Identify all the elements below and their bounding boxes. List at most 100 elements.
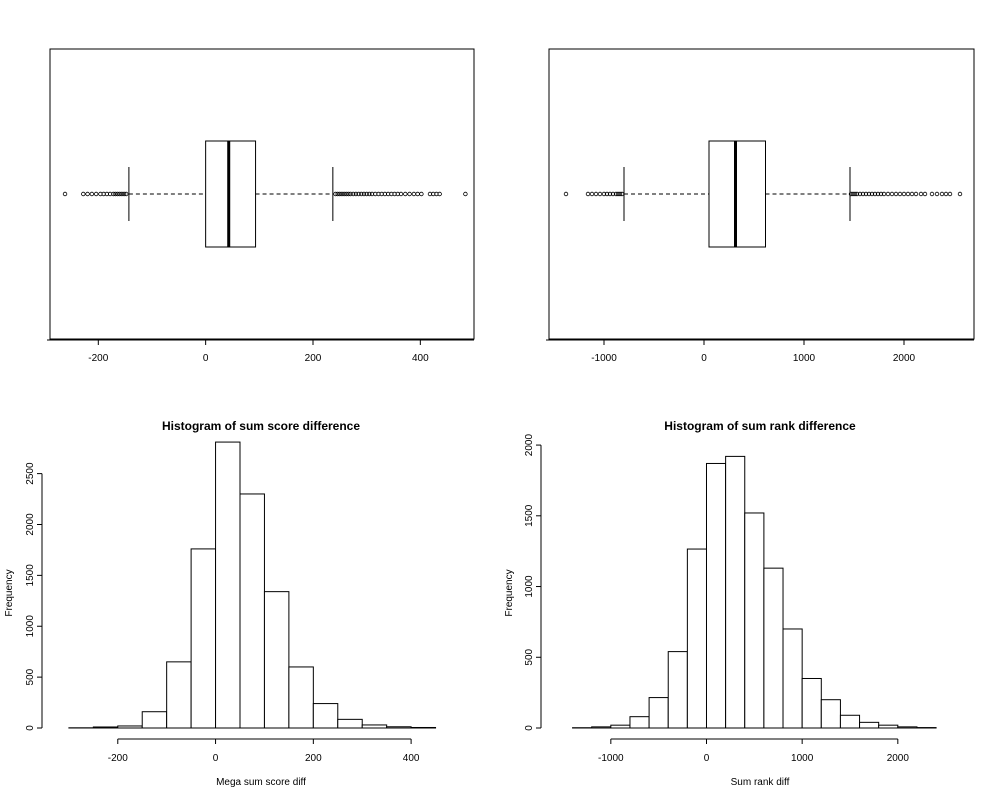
rank-outlier-point — [878, 191, 884, 197]
rank-outlier-point — [863, 191, 869, 197]
score-outlier-point — [463, 191, 468, 197]
rank-outlier-point — [885, 191, 891, 197]
rank-x-tick-label: 0 — [701, 353, 707, 364]
rank-outlier-point — [943, 191, 949, 197]
rank-hist-bar — [686, 548, 707, 729]
score-outlier-point — [364, 191, 369, 197]
score-outlier-point — [437, 191, 442, 197]
rank-hist-bar — [878, 724, 899, 729]
rank-y-tick-label: 0 — [524, 725, 535, 731]
rank-hist-bar — [610, 724, 631, 729]
rank-hist-bar — [859, 721, 880, 729]
score-outlier-point — [407, 191, 412, 197]
rank-outlier-point — [918, 191, 924, 197]
score-hist-bar — [386, 726, 412, 729]
rank-outlier-point — [866, 191, 872, 197]
rank-outlier-point — [850, 191, 856, 197]
rank-outlier-point — [872, 191, 878, 197]
score-x-tick-label: -200 — [88, 353, 108, 364]
rank-x-tick-label: 1000 — [791, 753, 814, 764]
score-outlier-point — [341, 191, 347, 197]
rank-hist-bar — [782, 628, 803, 729]
rank-hist-bar — [820, 699, 841, 729]
rank-outlier-point — [939, 191, 945, 197]
histogram-rank-ylabel: Frequency — [504, 569, 515, 616]
histogram-score-ylabel: Frequency — [4, 569, 15, 616]
rank-hist-bar — [648, 697, 669, 729]
rank-outlier-point — [881, 191, 887, 197]
score-outlier-point — [348, 191, 353, 197]
score-x-tick-label: -200 — [108, 753, 128, 764]
rank-hist-bar — [897, 726, 918, 729]
histogram-rank-xlabel: Sum rank diff — [731, 777, 790, 788]
rank-outlier-point — [889, 191, 895, 197]
score-outlier-point — [124, 191, 129, 197]
histogram-score-xlabel: Mega sum score diff — [216, 777, 306, 788]
score-hist-bar — [215, 441, 241, 729]
score-y-tick-label: 0 — [25, 725, 36, 731]
rank-x-tick-label: 2000 — [887, 753, 910, 764]
score-hist-bar — [410, 726, 437, 729]
rank-outlier-point — [929, 191, 935, 197]
rank-outlier-point — [593, 191, 599, 197]
rank-hist-bar — [763, 567, 784, 729]
score-hist-bar — [92, 726, 119, 729]
score-outlier-point — [398, 191, 404, 197]
score-x-tick-label: 0 — [203, 353, 209, 364]
rank-outlier-point — [860, 191, 866, 197]
rank-y-tick-label: 2000 — [524, 434, 535, 457]
score-hist-bar — [263, 591, 290, 729]
rank-outlier-point — [601, 191, 607, 197]
rank-outlier-point — [604, 191, 610, 197]
score-x-tick-label: 0 — [213, 753, 219, 764]
boxplot-score-panel: -200 0 200 400 — [47, 48, 475, 364]
rank-y-tick-label: 1000 — [524, 575, 535, 598]
rank-outlier-point — [848, 191, 854, 197]
rank-hist-bar — [744, 512, 765, 729]
plot-frame — [548, 48, 975, 340]
score-outlier-point — [115, 191, 120, 197]
score-hist-bar — [288, 666, 314, 729]
score-outlier-point — [351, 191, 356, 197]
rank-outlier-point — [957, 191, 963, 197]
score-hist-bar — [312, 703, 339, 729]
score-outlier-point — [419, 191, 424, 197]
score-outlier-point — [415, 191, 420, 197]
plot-frame — [49, 48, 475, 340]
rank-hist-bar — [591, 726, 612, 729]
rank-outlier-point — [615, 191, 621, 197]
score-hist-bar — [117, 725, 143, 729]
histogram-score-panel: Histogram of sum score difference Mega s… — [4, 419, 437, 788]
rank-hist-bar — [725, 455, 746, 729]
rank-outlier-point — [893, 191, 899, 197]
rank-x-tick-label: 2000 — [893, 353, 916, 364]
score-outlier-point — [335, 191, 340, 197]
rank-hist-bar — [705, 462, 727, 729]
rank-outlier-point — [869, 191, 875, 197]
score-outlier-point — [119, 191, 125, 197]
rank-outlier-point — [613, 191, 619, 197]
score-x-tick-label: 400 — [412, 353, 429, 364]
rank-outlier-point — [901, 191, 907, 197]
score-outlier-point — [361, 191, 367, 197]
score-outlier-point — [93, 191, 99, 197]
histogram-score-title: Histogram of sum score difference — [162, 419, 360, 433]
rank-outlier-point — [563, 191, 569, 197]
score-hist-bar — [166, 661, 192, 729]
rank-outlier-point — [934, 191, 940, 197]
score-outlier-point — [333, 191, 338, 197]
score-outlier-point — [339, 191, 345, 197]
score-hist-bar — [361, 724, 388, 729]
score-x-tick-label: 200 — [305, 753, 322, 764]
boxplot-rank-panel: -1000 0 1000 2000 — [546, 48, 975, 364]
rank-outlier-point — [607, 191, 613, 197]
score-outlier-point — [359, 191, 364, 197]
rank-outlier-point — [854, 191, 860, 197]
score-outlier-point — [117, 191, 122, 197]
score-y-tick-label: 1500 — [25, 564, 36, 587]
rank-hist-bar — [667, 651, 688, 729]
score-y-tick-label: 1000 — [25, 615, 36, 638]
rank-x-tick-label: 1000 — [793, 353, 816, 364]
score-y-tick-label: 2000 — [25, 513, 36, 536]
